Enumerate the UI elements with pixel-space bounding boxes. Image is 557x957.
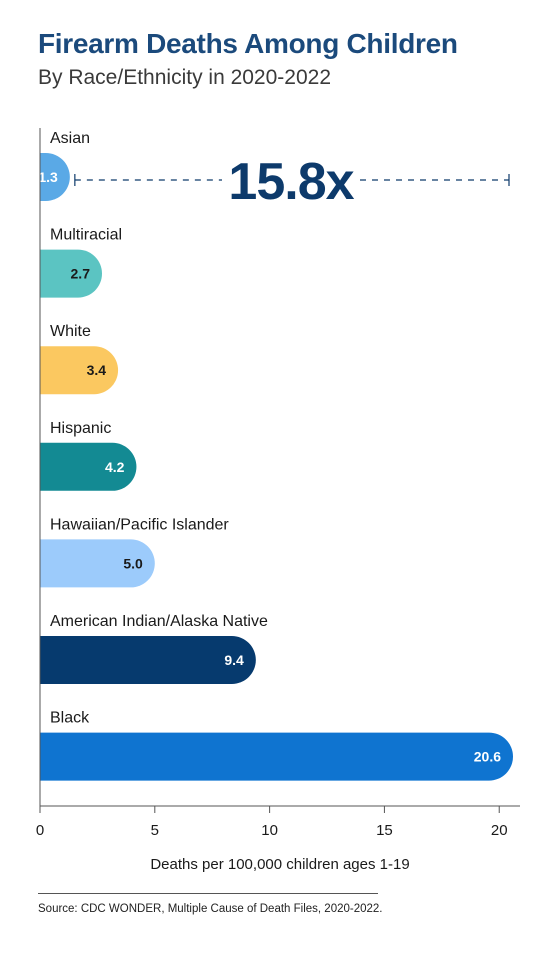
data-label: 20.6 <box>474 749 501 765</box>
category-label: Black <box>50 710 90 727</box>
category-label: Multiracial <box>50 227 122 244</box>
data-label: 1.3 <box>38 169 58 185</box>
category-label: American Indian/Alaska Native <box>50 613 268 630</box>
chart-title: Firearm Deaths Among Children <box>38 28 458 59</box>
data-label: 5.0 <box>123 555 143 571</box>
x-tick-label: 10 <box>261 822 278 839</box>
category-label: White <box>50 323 91 340</box>
data-label: 2.7 <box>71 266 91 282</box>
bar-black <box>40 732 513 781</box>
x-tick-label: 0 <box>36 822 44 839</box>
bar-american-indian-alaska-native <box>40 636 256 684</box>
bar-hispanic <box>40 442 137 491</box>
bar-hawaiian-pacific-islander <box>40 539 155 588</box>
source-note: Source: CDC WONDER, Multiple Cause of De… <box>38 903 383 915</box>
source-divider <box>38 893 378 894</box>
bar-white <box>40 346 119 395</box>
x-tick-label: 15 <box>376 822 393 839</box>
category-label: Hawaiian/Pacific Islander <box>50 516 229 533</box>
category-label: Hispanic <box>50 420 111 437</box>
data-label: 9.4 <box>224 652 244 668</box>
data-label: 3.4 <box>87 362 107 378</box>
x-axis-title: Deaths per 100,000 children ages 1-19 <box>150 856 409 873</box>
bar-multiracial <box>40 249 102 298</box>
chart-subtitle: By Race/Ethnicity in 2020-2022 <box>38 66 332 89</box>
ratio-annotation: 15.8x <box>228 153 354 211</box>
data-label: 4.2 <box>105 459 125 475</box>
x-tick-label: 20 <box>491 822 508 839</box>
bar-asian <box>40 153 70 201</box>
x-tick-label: 5 <box>151 822 159 839</box>
category-label: Asian <box>50 130 90 147</box>
